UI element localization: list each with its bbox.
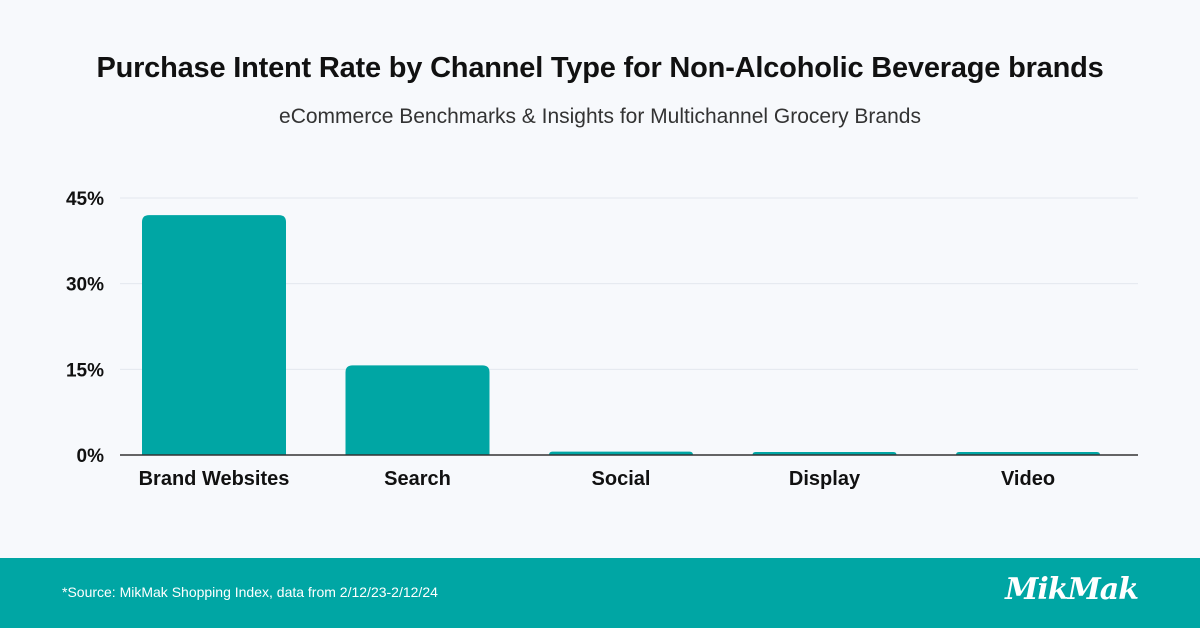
source-note: *Source: MikMak Shopping Index, data fro… (62, 584, 438, 600)
x-category-label: Display (789, 468, 861, 490)
mikmak-logo: MikMak (1005, 572, 1139, 607)
y-tick-label: 0% (77, 446, 105, 467)
bar-social (549, 451, 693, 455)
x-category-label: Search (384, 468, 451, 490)
bar-search (345, 365, 490, 455)
bar-brand-websites (142, 215, 286, 455)
chart-title: Purchase Intent Rate by Channel Type for… (96, 52, 1104, 84)
x-category-label: Social (592, 468, 651, 490)
footer-bar: *Source: MikMak Shopping Index, data fro… (0, 558, 1200, 628)
y-tick-label: 45% (66, 189, 104, 210)
bar-chart: 0% 15% 30% 45% Brand Websites Search Social Dis… (66, 189, 1138, 490)
x-category-label: Brand Websites (139, 468, 290, 490)
chart-subtitle: eCommerce Benchmarks & Insights for Mult… (279, 105, 921, 128)
x-category-label: Video (1001, 468, 1055, 490)
y-tick-label: 15% (66, 360, 104, 381)
y-tick-label: 30% (66, 275, 104, 296)
